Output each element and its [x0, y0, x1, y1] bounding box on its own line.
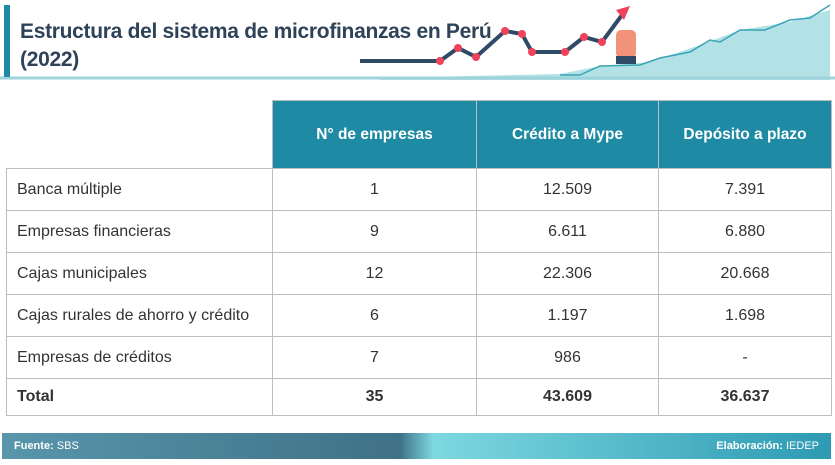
- cell: 6.880: [658, 210, 832, 253]
- credit-value: IEDEP: [785, 440, 819, 452]
- cell: 1.698: [658, 294, 832, 337]
- cell: 12: [272, 252, 477, 295]
- growth-chart-illustration: [0, 4, 835, 80]
- cell: 986: [476, 336, 659, 379]
- total-cell: 35: [272, 378, 477, 416]
- cell: 6.611: [476, 210, 659, 253]
- cell: 1: [272, 168, 477, 211]
- cell: 20.668: [658, 252, 832, 295]
- title-line-2: (2022): [20, 48, 79, 71]
- cell: 7: [272, 336, 477, 379]
- total-label: Total: [6, 378, 273, 416]
- cell: 12.509: [476, 168, 659, 211]
- source-label: Fuente:: [14, 440, 54, 452]
- table-row: Empresas financieras 9 6.611 6.880: [6, 210, 832, 253]
- table-row: Cajas municipales 12 22.306 20.668: [6, 252, 832, 295]
- header-blank: [6, 100, 273, 169]
- page-title: Estructura del sistema de microfinanzas …: [20, 18, 492, 74]
- cell: 7.391: [658, 168, 832, 211]
- cell: 9: [272, 210, 477, 253]
- credit: Elaboración: IEDEP: [716, 440, 819, 452]
- row-label: Empresas financieras: [6, 210, 273, 253]
- cell: -: [658, 336, 832, 379]
- total-row: Total 35 43.609 36.637: [6, 378, 832, 416]
- total-cell: 36.637: [658, 378, 832, 416]
- source: Fuente: SBS: [14, 440, 79, 452]
- footer-bar: Fuente: SBS Elaboración: IEDEP: [2, 433, 831, 459]
- total-cell: 43.609: [476, 378, 659, 416]
- col-header-credit: Crédito a Mype: [476, 100, 659, 169]
- row-label: Cajas rurales de ahorro y crédito: [6, 294, 273, 337]
- title-accent-bar: [4, 5, 10, 77]
- row-label: Empresas de créditos: [6, 336, 273, 379]
- row-label: Cajas municipales: [6, 252, 273, 295]
- title-line-1: Estructura del sistema de microfinanzas …: [20, 20, 492, 43]
- source-value: SBS: [56, 440, 79, 452]
- table-header-row: N° de empresas Crédito a Mype Depósito a…: [6, 100, 832, 169]
- table-row: Cajas rurales de ahorro y crédito 6 1.19…: [6, 294, 832, 337]
- cell: 22.306: [476, 252, 659, 295]
- table-row: Banca múltiple 1 12.509 7.391: [6, 168, 832, 211]
- header: Estructura del sistema de microfinanzas …: [0, 0, 835, 85]
- cell: 6: [272, 294, 477, 337]
- row-label: Banca múltiple: [6, 168, 273, 211]
- cell: 1.197: [476, 294, 659, 337]
- microfinance-table: N° de empresas Crédito a Mype Depósito a…: [6, 100, 832, 416]
- credit-label: Elaboración:: [716, 440, 783, 452]
- col-header-companies: N° de empresas: [272, 100, 477, 169]
- col-header-deposit: Depósito a plazo: [658, 100, 832, 169]
- table-row: Empresas de créditos 7 986 -: [6, 336, 832, 379]
